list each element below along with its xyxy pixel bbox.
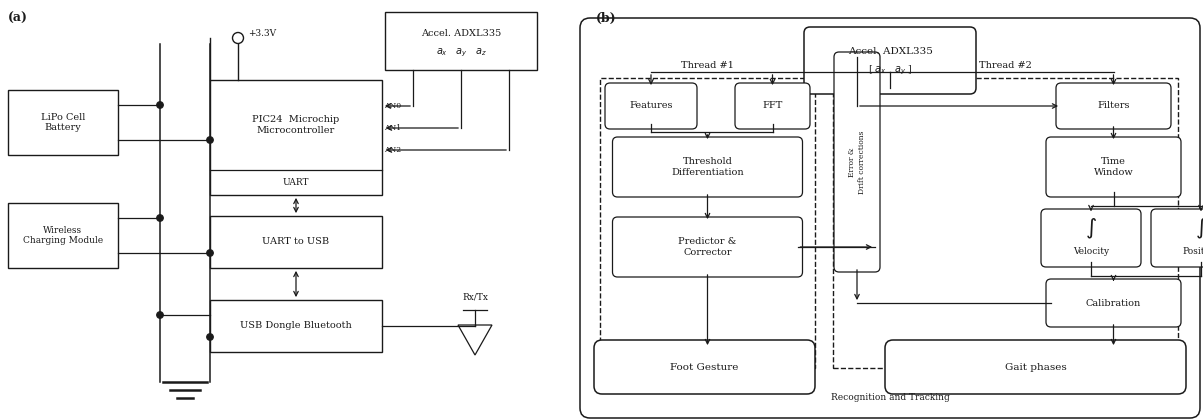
Text: AN1: AN1 [384,124,401,132]
Text: $\int$: $\int$ [1195,217,1203,242]
Text: Foot Gesture: Foot Gesture [670,362,739,372]
Circle shape [232,32,243,44]
FancyBboxPatch shape [834,52,881,272]
FancyBboxPatch shape [735,83,810,129]
FancyBboxPatch shape [612,217,802,277]
Text: Gait phases: Gait phases [1005,362,1066,372]
FancyBboxPatch shape [594,340,814,394]
Bar [211,80,383,195]
FancyBboxPatch shape [885,340,1186,394]
Text: Calibration: Calibration [1086,299,1142,307]
Text: (a): (a) [8,12,28,25]
Text: PIC24  Microchip
Microcontroller: PIC24 Microchip Microcontroller [253,116,339,135]
Circle shape [207,334,213,340]
FancyBboxPatch shape [1151,209,1203,267]
Text: Thread #1: Thread #1 [681,61,734,71]
FancyBboxPatch shape [605,83,697,129]
Text: Position: Position [1183,247,1203,256]
Circle shape [156,215,164,221]
Text: Recognition and Tracking: Recognition and Tracking [830,394,949,402]
Text: [ $a_x$   $a_y$ ]: [ $a_x$ $a_y$ ] [867,64,912,77]
FancyBboxPatch shape [1045,279,1181,327]
Text: Accel. ADXL335: Accel. ADXL335 [848,47,932,56]
Bar [832,78,1178,368]
Text: LiPo Cell
Battery: LiPo Cell Battery [41,113,85,132]
Circle shape [207,137,213,143]
FancyBboxPatch shape [612,137,802,197]
Text: USB Dongle Bluetooth: USB Dongle Bluetooth [241,321,351,331]
FancyBboxPatch shape [1045,137,1181,197]
Text: Features: Features [629,102,672,110]
Bar [8,203,118,268]
Bar [385,12,537,70]
Circle shape [207,250,213,256]
Text: Filters: Filters [1097,102,1130,110]
Text: FFT: FFT [763,102,783,110]
Polygon shape [458,325,492,355]
Bar [600,78,814,368]
Text: Time
Window: Time Window [1094,158,1133,177]
Text: $a_x$   $a_y$   $a_z$: $a_x$ $a_y$ $a_z$ [435,47,486,59]
Circle shape [156,102,164,108]
Text: (b): (b) [595,12,617,25]
Bar [211,216,383,268]
Text: Accel. ADXL335: Accel. ADXL335 [421,29,502,37]
Bar [8,90,118,155]
FancyBboxPatch shape [1056,83,1171,129]
Text: UART to USB: UART to USB [262,237,330,247]
Text: +3.3V: +3.3V [248,29,277,37]
Text: AN0: AN0 [384,102,401,110]
Text: Threshold
Differentiation: Threshold Differentiation [671,158,743,177]
Text: Thread #2: Thread #2 [979,61,1032,71]
Text: Rx/Tx: Rx/Tx [462,292,488,302]
FancyBboxPatch shape [1041,209,1140,267]
Text: Error &
Drift corrections: Error & Drift corrections [848,130,866,194]
Text: AN2: AN2 [384,146,401,154]
Text: Predictor &
Corrector: Predictor & Corrector [678,237,736,257]
FancyBboxPatch shape [804,27,976,94]
Text: Velocity: Velocity [1073,247,1109,256]
Text: UART: UART [283,178,309,187]
Text: $\int$: $\int$ [1085,217,1097,242]
Text: Wireless
Charging Module: Wireless Charging Module [23,226,103,245]
Bar [211,300,383,352]
Circle shape [156,312,164,318]
